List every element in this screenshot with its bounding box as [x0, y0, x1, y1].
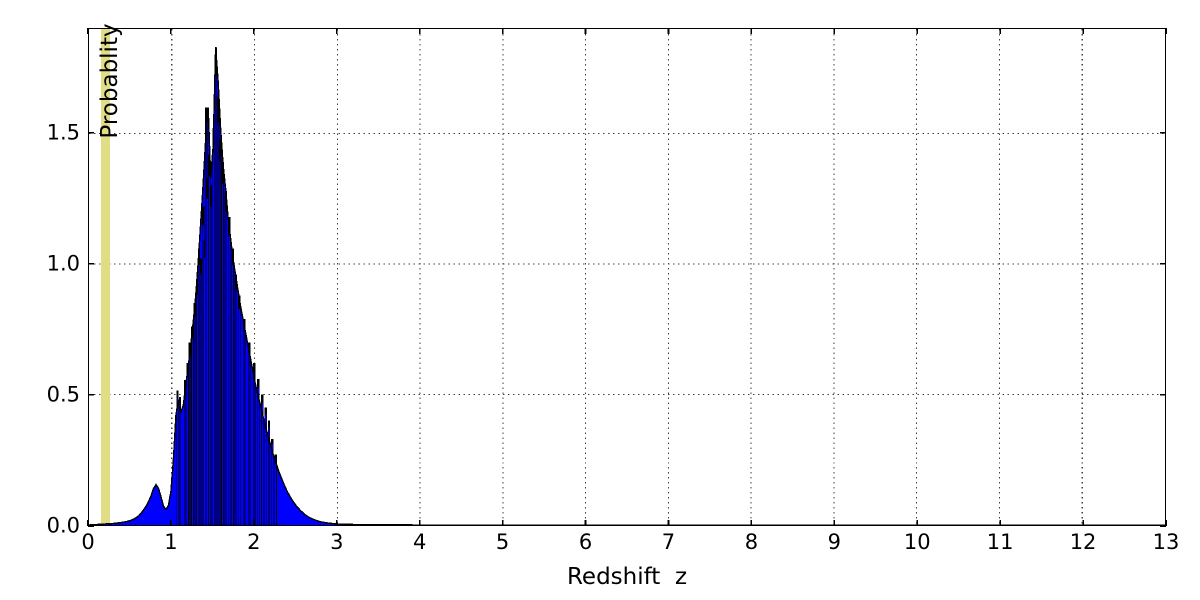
x-tick-label: 9 [827, 530, 841, 554]
x-tick-label: 8 [744, 530, 759, 554]
probability-distribution-fill [89, 47, 1165, 525]
x-tick-label: 2 [247, 530, 261, 554]
x-tick-label: 4 [413, 530, 427, 554]
y-tick-label: 1.5 [46, 120, 80, 145]
x-tick-label: 13 [1152, 530, 1180, 554]
histogram-spikes [176, 47, 277, 525]
x-tick-label: 5 [495, 530, 510, 554]
x-tick-label: 1 [164, 530, 178, 554]
y-tick-label: 0.5 [46, 382, 80, 407]
x-tick-label: 7 [661, 530, 676, 554]
y-axis-title-wrapper: Probablity [0, 0, 123, 138]
x-tick-label: 10 [903, 530, 931, 554]
x-tick-label: 0 [81, 530, 95, 554]
x-tick-label: 3 [330, 530, 344, 554]
y-tick-label: 0.0 [46, 513, 80, 538]
spectroscopic-redshift-marker-band [101, 29, 111, 525]
y-axis-title: Probablity [97, 23, 123, 139]
chart-svg [89, 29, 1165, 525]
y-tick-label: 1.0 [46, 251, 80, 276]
plot-area [88, 28, 1166, 526]
probability-distribution-outline [89, 47, 1165, 525]
x-tick-label: 12 [1069, 530, 1097, 554]
x-axis-title: Redshift z [566, 564, 688, 590]
x-tick-label: 6 [578, 530, 593, 554]
x-tick-label: 11 [986, 530, 1014, 554]
